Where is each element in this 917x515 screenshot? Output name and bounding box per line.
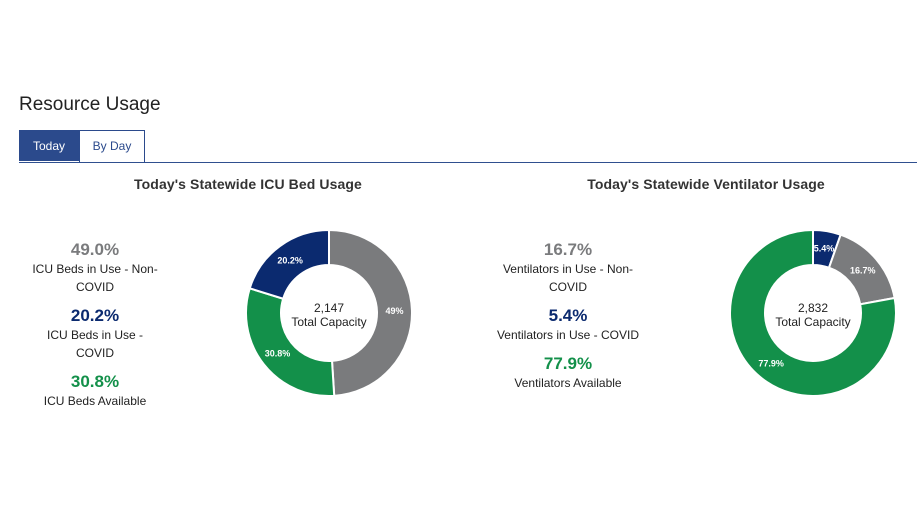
donut-slice-0[interactable] xyxy=(328,228,413,397)
donut-slice-2[interactable] xyxy=(729,228,897,397)
tab-today[interactable]: Today xyxy=(19,130,79,161)
donut-slice-2[interactable] xyxy=(245,287,336,397)
vent-available-percent: 77.9% xyxy=(543,354,593,373)
icu-non-covid-percent: 49.0% xyxy=(70,240,120,259)
vent-covid-label: Ventilators in Use - COVID xyxy=(496,328,640,342)
icu-non-covid-label: ICU Beds in Use - Non-COVID xyxy=(32,262,158,294)
vent-non-covid-percent: 16.7% xyxy=(543,240,593,259)
icu-available-label: ICU Beds Available xyxy=(43,394,147,408)
icu-stat-non-covid: 49.0% ICU Beds in Use - Non-COVID xyxy=(28,240,162,296)
ventilator-panel: Today's Statewide Ventilator Usage 16.7%… xyxy=(486,170,917,410)
tab-bar: Today By Day xyxy=(19,130,917,163)
icu-stat-available: 30.8% ICU Beds Available xyxy=(28,372,162,410)
icu-covid-percent: 20.2% xyxy=(70,306,120,325)
icu-covid-label: ICU Beds in Use - COVID xyxy=(46,328,144,360)
donut-slice-1[interactable] xyxy=(248,228,330,300)
ventilator-stats-legend: 16.7% Ventilators in Use - Non-COVID 5.4… xyxy=(486,240,650,402)
vent-available-label: Ventilators Available xyxy=(514,376,622,390)
vent-non-covid-label: Ventilators in Use - Non-COVID xyxy=(502,262,634,294)
donut-slice-label-1: 20.2% xyxy=(277,255,303,265)
icu-bed-panel: Today's Statewide ICU Bed Usage 49.0% IC… xyxy=(28,170,468,410)
donut-slice-label-0: 16.7% xyxy=(850,265,876,275)
vent-covid-percent: 5.4% xyxy=(548,306,588,325)
icu-stats-legend: 49.0% ICU Beds in Use - Non-COVID 20.2% … xyxy=(28,240,162,420)
donut-slice-label-2: 30.8% xyxy=(265,348,291,358)
vent-stat-non-covid: 16.7% Ventilators in Use - Non-COVID xyxy=(486,240,650,296)
ventilator-chart-title: Today's Statewide Ventilator Usage xyxy=(587,176,825,192)
donut-slice-label-0: 49% xyxy=(385,306,403,316)
section-title: Resource Usage xyxy=(19,94,161,115)
vent-stat-available: 77.9% Ventilators Available xyxy=(486,354,650,392)
donut-center-label: Total Capacity xyxy=(291,315,366,329)
tab-by-day[interactable]: By Day xyxy=(79,130,145,162)
vent-stat-covid: 5.4% Ventilators in Use - COVID xyxy=(486,306,650,344)
donut-center-label: Total Capacity xyxy=(775,315,850,329)
icu-chart-title: Today's Statewide ICU Bed Usage xyxy=(134,176,362,192)
donut-center-value: 2,147 xyxy=(314,301,344,315)
icu-stat-covid: 20.2% ICU Beds in Use - COVID xyxy=(28,306,162,362)
donut-center-value: 2,832 xyxy=(798,301,828,315)
icu-available-percent: 30.8% xyxy=(70,372,120,391)
donut-slice-label-1: 5.4% xyxy=(814,243,835,253)
donut-slice-label-2: 77.9% xyxy=(758,358,784,368)
